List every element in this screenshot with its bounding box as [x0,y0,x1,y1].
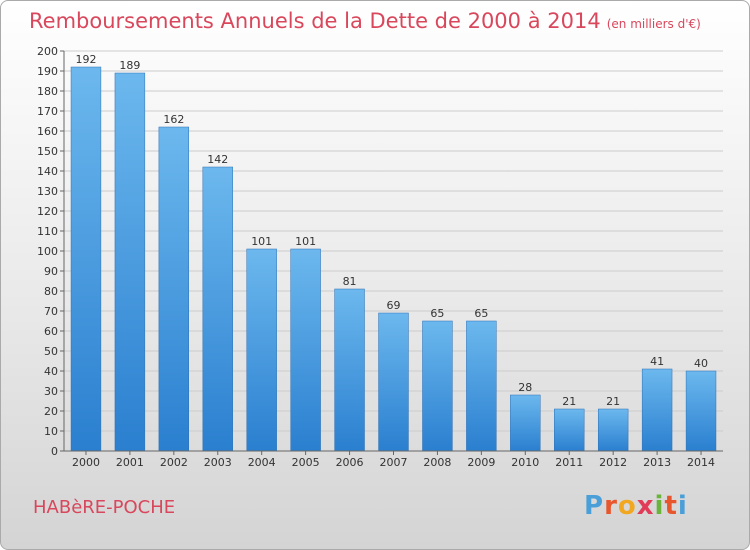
bar-2006 [334,288,365,452]
y-tick-label: 0 [51,445,58,458]
chart-subtitle: (en milliers d'€) [606,17,701,31]
bar-2008 [422,320,453,452]
chart-title: Remboursements Annuels de la Dette de 20… [29,9,701,33]
labels: 0 10 20 30 40 50 60 70 80 90 100 110 120 130 140 150 160… [37,45,715,469]
y-tick-label: 130 [37,185,58,198]
data-label-2006: 81 [343,275,357,288]
x-tick-label-2005: 2005 [292,456,320,469]
y-tick-label: 100 [37,245,58,258]
x-tick-label-2003: 2003 [204,456,232,469]
x-tick-label-2009: 2009 [467,456,495,469]
x-tick-label-2007: 2007 [380,456,408,469]
x-tick-label-2010: 2010 [511,456,539,469]
logo-letter: P [584,491,605,521]
bar-2002 [158,126,190,452]
data-label-2003: 142 [207,153,228,166]
bar-2007 [378,312,409,452]
data-label-2011: 21 [562,395,576,408]
x-tick-label-2000: 2000 [72,456,100,469]
bar-2011 [554,408,585,452]
x-tick-label-2008: 2008 [423,456,451,469]
y-tick-label: 20 [44,405,58,418]
x-tick-label-2006: 2006 [336,456,364,469]
x-tick-label-2004: 2004 [248,456,276,469]
logo-letter: o [617,491,637,521]
data-label-2012: 21 [606,395,620,408]
y-tick-label: 170 [37,105,58,118]
data-label-2008: 65 [430,307,444,320]
y-tick-label: 70 [44,305,58,318]
data-label-2010: 28 [518,381,532,394]
y-tick-label: 10 [44,425,58,438]
bar-2013 [641,368,673,452]
bar-2012 [597,408,629,452]
logo-letter: i [654,491,665,521]
bar-2004 [246,248,277,452]
y-tick-label: 140 [37,165,58,178]
y-tick-label: 190 [37,65,58,78]
logo-letter: i [677,491,688,521]
x-tick-label-2011: 2011 [555,456,583,469]
y-tick-label: 40 [44,365,58,378]
y-tick-label: 110 [37,225,58,238]
y-tick-label: 90 [44,265,58,278]
chart-title-text: Remboursements Annuels de la Dette de 20… [29,9,601,33]
data-label-2009: 65 [474,307,488,320]
y-tick-label: 50 [44,345,58,358]
y-tick-label: 60 [44,325,58,338]
bars [70,66,717,452]
data-label-2005: 101 [295,235,316,248]
bar-2009 [466,320,497,452]
bar-2010 [510,394,541,452]
x-tick-label-2013: 2013 [643,456,671,469]
x-tick-label-2012: 2012 [599,456,627,469]
x-tick-label-2002: 2002 [160,456,188,469]
bar-2001 [114,72,146,452]
y-tick-label: 150 [37,145,58,158]
data-label-2013: 41 [650,355,664,368]
logo-letter: r [604,491,618,521]
logo-letter: t [664,491,678,521]
bar-2003 [202,166,233,452]
commune-name: HABèRE-POCHE [33,497,176,518]
y-tick-label: 80 [44,285,58,298]
proxiti-logo: Proxiti [584,491,688,521]
x-tick-label-2014: 2014 [687,456,715,469]
axes [60,50,723,455]
y-tick-label: 200 [37,45,58,58]
data-label-2002: 162 [163,113,184,126]
data-label-2000: 192 [75,53,96,66]
y-tick-label: 160 [37,125,58,138]
bar-2000 [70,66,102,452]
data-label-2004: 101 [251,235,272,248]
bar-2005 [290,248,321,452]
data-label-2007: 69 [387,299,401,312]
x-tick-label-2001: 2001 [116,456,144,469]
y-tick-label: 30 [44,385,58,398]
bar-2014 [685,370,717,452]
data-label-2001: 189 [119,59,140,72]
logo-letter: x [636,491,655,521]
data-label-2014: 40 [694,357,708,370]
y-tick-label: 180 [37,85,58,98]
y-tick-label: 120 [37,205,58,218]
